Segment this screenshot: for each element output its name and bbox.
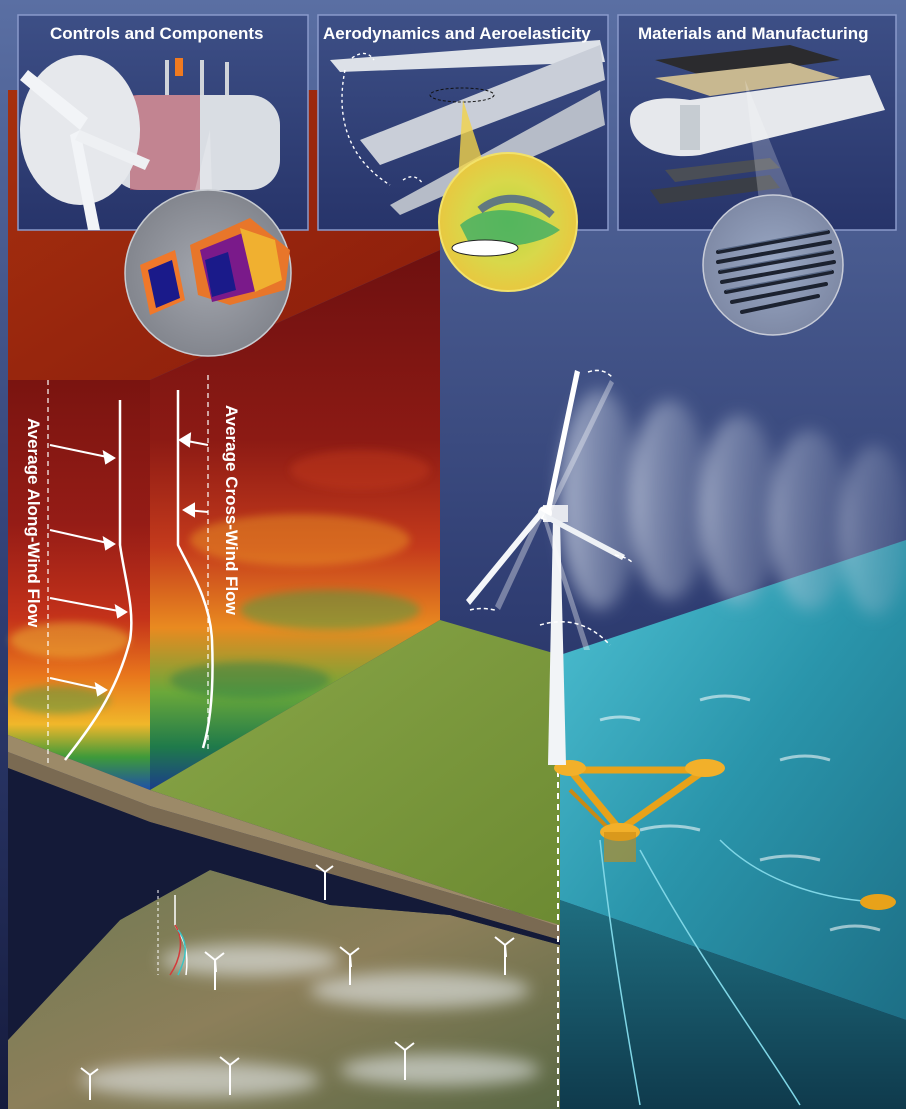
along-wind-profile: [47, 380, 133, 765]
cross-wind-flow-label: Average Cross-Wind Flow: [222, 405, 241, 616]
controls-panel: Controls and Components: [17, 14, 309, 231]
along-wind-flow-label: Average Along-Wind Flow: [24, 418, 43, 628]
materials-panel: Materials and Manufacturing: [617, 14, 897, 231]
mooring-buoy: [860, 894, 896, 910]
terrain-turbines: [80, 864, 515, 1100]
blade-motion-arrows: [469, 369, 634, 646]
terrain-landscape: [8, 870, 560, 1109]
offshore-turbine: [466, 370, 625, 765]
materials-callout-circle: [702, 194, 844, 336]
turbine-wake: [560, 390, 906, 615]
turbulence-texture: [10, 450, 430, 714]
ocean-wave-highlights: [599, 694, 881, 932]
materials-panel-title: Materials and Manufacturing: [638, 24, 868, 43]
terrain-shadow-region: [8, 768, 560, 1040]
aero-callout-circle: [438, 152, 578, 292]
controls-panel-title: Controls and Components: [50, 24, 263, 43]
controls-callout-circle: [124, 189, 292, 357]
grass-plane: [150, 620, 560, 930]
mooring-lines: [599, 839, 881, 1106]
cross-wind-profile: [176, 375, 214, 750]
materials-callout-cone: [745, 80, 800, 215]
terrain-profile-inset: [157, 890, 188, 976]
floating-platform: [554, 759, 725, 862]
aero-panel-title: Aerodynamics and Aeroelasticity: [323, 24, 591, 43]
ocean-surface: [560, 540, 906, 1020]
ocean-underwater: [560, 900, 906, 1109]
ground-slab-edge: [8, 752, 560, 940]
